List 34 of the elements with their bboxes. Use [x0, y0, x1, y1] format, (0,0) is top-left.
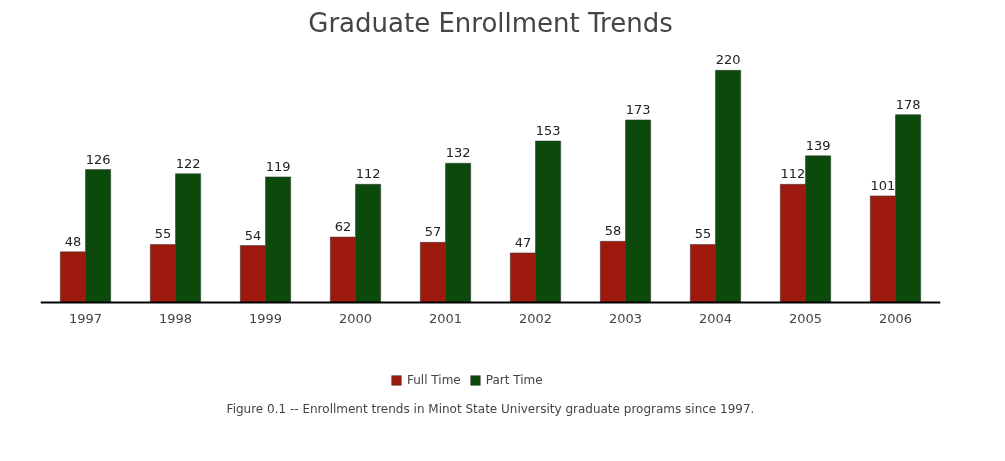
legend-label: Full Time [407, 373, 461, 387]
caption: Figure 0.1 -- Enrollment trends in Minot State University graduate programs since 1997. [226, 401, 755, 416]
data-label: 101 [870, 177, 896, 193]
data-label: 178 [895, 96, 921, 112]
data-label: 220 [715, 52, 741, 68]
data-label: 112 [780, 166, 806, 182]
x-tick-label: 2003 [608, 310, 643, 326]
data-label: 126 [85, 151, 111, 167]
x-tick-label: 2001 [428, 310, 463, 326]
data-label: 54 [244, 227, 262, 243]
x-tick-label: 2002 [518, 310, 553, 326]
data-label: 139 [805, 137, 831, 153]
data-label: 62 [334, 219, 352, 235]
data-label: 55 [694, 226, 712, 242]
legend-label: Part Time [485, 373, 543, 387]
x-tick-label: 1999 [248, 310, 283, 326]
data-label: 153 [535, 123, 561, 139]
data-label: 57 [424, 224, 442, 240]
x-tick-label: 1998 [158, 310, 193, 326]
data-label: 173 [625, 101, 651, 117]
x-tick-label: 2004 [698, 310, 733, 326]
data-label: 112 [355, 166, 381, 182]
data-label: 119 [265, 158, 291, 174]
chart-title: Graduate Enrollment Trends [308, 7, 673, 38]
data-label: 58 [604, 223, 622, 239]
data-label: 55 [154, 226, 172, 242]
x-tick-label: 2000 [338, 310, 373, 326]
data-label: 132 [445, 145, 471, 161]
x-tick-label: 2006 [878, 310, 913, 326]
data-label: 122 [175, 155, 201, 171]
x-tick-label: 1997 [68, 310, 103, 326]
x-tick-label: 2005 [788, 310, 823, 326]
data-label: 47 [514, 234, 532, 250]
data-label: 48 [64, 233, 82, 249]
